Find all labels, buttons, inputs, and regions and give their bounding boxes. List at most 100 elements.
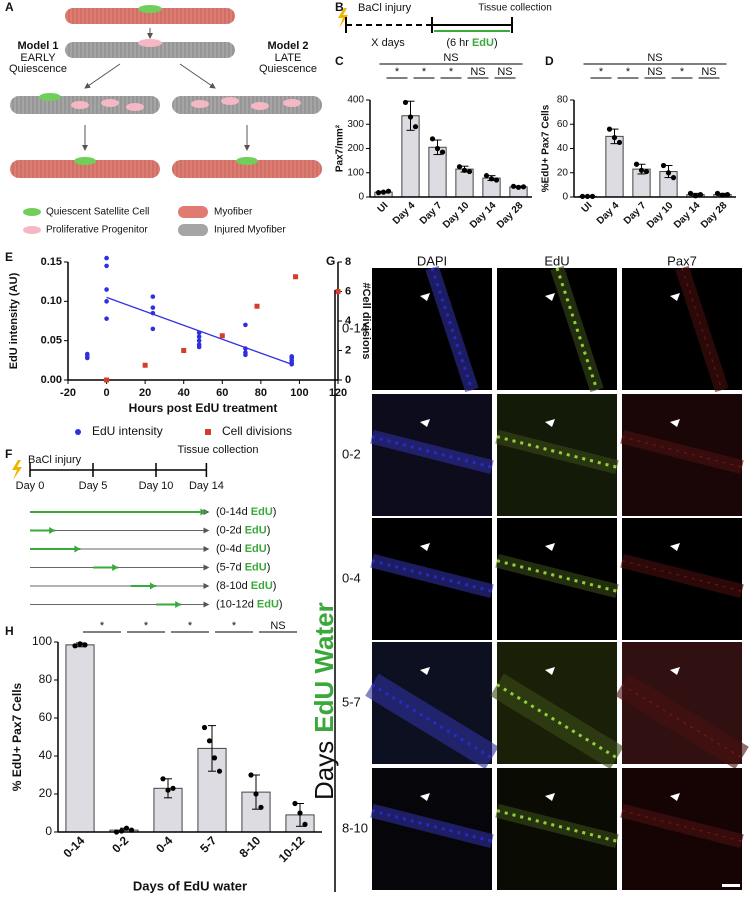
treatment-label: (10-12d EdU)	[216, 598, 283, 610]
panel-labels: A B C D E F G H	[5, 0, 554, 638]
arrowhead	[420, 543, 430, 551]
treatment-tag: EdU	[245, 543, 267, 555]
y-axis-label: %EdU+ Pax7 Cells	[541, 104, 552, 192]
legend-label: EdU intensity	[92, 424, 163, 438]
legend-icon	[178, 224, 208, 236]
data-point	[606, 126, 613, 132]
arrowhead	[670, 543, 680, 551]
progenitor	[221, 97, 239, 105]
fiber	[365, 673, 499, 769]
progenitor	[251, 102, 269, 110]
striation	[172, 96, 322, 114]
data-point	[104, 299, 109, 304]
data-point	[104, 287, 109, 292]
data-point	[520, 184, 527, 190]
y-tick-label: 80	[557, 95, 569, 106]
treatment-tag: EdU	[245, 524, 267, 536]
model-title: Model 2	[268, 40, 309, 52]
bar	[65, 644, 95, 833]
row-label: 0-14	[342, 320, 368, 335]
data-point	[150, 305, 156, 310]
y-tick-label: 0.00	[41, 374, 62, 386]
x-tick-label: UI	[580, 200, 595, 215]
arrowhead	[545, 793, 555, 801]
progenitor	[191, 100, 209, 108]
treatment-tag: EdU	[251, 580, 273, 592]
significance-label: *	[599, 66, 604, 78]
edu-arrowhead	[200, 508, 207, 516]
data-point	[616, 139, 623, 146]
data-point	[402, 99, 409, 106]
y-tick-label: 60	[557, 119, 569, 130]
data-point	[72, 643, 78, 649]
y-tick-label: 0.05	[41, 335, 62, 347]
fiber-nuclei	[555, 267, 599, 391]
significance-label: NS	[443, 52, 458, 64]
y-axis-label: EdU intensity (AU)	[8, 272, 20, 369]
significance-label: *	[188, 620, 193, 632]
x-tick-label: 20	[139, 387, 151, 399]
legend-label: Injured Myofiber	[214, 225, 286, 236]
x-axis-label: Hours post EdU treatment	[129, 401, 278, 415]
striation	[10, 160, 160, 178]
data-point	[128, 827, 135, 833]
data-point	[142, 362, 148, 368]
treatment-tag: EdU	[251, 506, 273, 518]
model-state: Quiescence	[9, 63, 67, 75]
x-tick-label: 0-4	[153, 833, 175, 855]
y-tick-label: 100	[32, 634, 52, 648]
data-point	[104, 263, 109, 269]
significance-label: NS	[647, 52, 662, 64]
x-tick-label: 100	[290, 387, 308, 399]
arrowhead	[545, 543, 555, 551]
data-point	[165, 787, 171, 793]
treatment-label: (5-7d EdU)	[216, 561, 270, 573]
significance-label: NS	[647, 66, 662, 78]
data-point	[724, 191, 731, 198]
x-tick-label: Day 28	[495, 200, 526, 231]
panel-label: G	[326, 254, 335, 268]
arrowhead	[670, 667, 680, 675]
progenitor	[126, 103, 144, 111]
row-label: 8-10	[342, 820, 368, 835]
treatment-close: )	[279, 598, 283, 610]
significance-label: NS	[270, 620, 285, 632]
axis-title-days: Days	[309, 741, 339, 800]
y-tick-label: 0	[358, 192, 364, 203]
y2-axis-label: #Cell divisions	[360, 282, 372, 359]
x-tick-label: Day 4	[595, 200, 622, 227]
treatment-close: )	[267, 561, 271, 573]
significance-label: *	[422, 66, 427, 78]
progenitor	[101, 99, 119, 107]
data-point	[206, 738, 213, 744]
data-point	[201, 724, 208, 731]
data-point	[670, 175, 677, 181]
arrowhead	[670, 293, 680, 301]
y-tick-label: 100	[347, 167, 364, 178]
axis-title: Days EdU Water	[309, 602, 339, 800]
legend-marker	[75, 429, 81, 435]
panel-label: F	[5, 447, 12, 461]
fiber	[620, 803, 744, 848]
legend-icon	[23, 208, 41, 216]
data-point	[488, 176, 495, 182]
column-header: Pax7	[667, 253, 697, 268]
fiber	[495, 803, 619, 848]
injury-label: BaCl injury	[358, 2, 412, 14]
data-point	[243, 346, 248, 351]
data-point	[302, 821, 308, 828]
legend-icon	[178, 206, 208, 218]
model-state: Quiescence	[259, 63, 317, 75]
data-point	[461, 167, 468, 173]
data-point	[579, 193, 586, 199]
treatment-range: (10-12d	[216, 598, 254, 610]
data-point	[196, 338, 202, 343]
day-label: Day 0	[16, 480, 45, 492]
y-tick-label: 300	[347, 119, 364, 130]
x-tick-label: 40	[178, 387, 190, 399]
row-label: 5-7	[342, 694, 361, 709]
x-tick-label: Day 10	[441, 200, 472, 231]
legend-label: Cell divisions	[222, 424, 292, 438]
pulse-prefix: (6 hr	[446, 37, 469, 49]
injury-label: BaCl injury	[28, 454, 82, 466]
